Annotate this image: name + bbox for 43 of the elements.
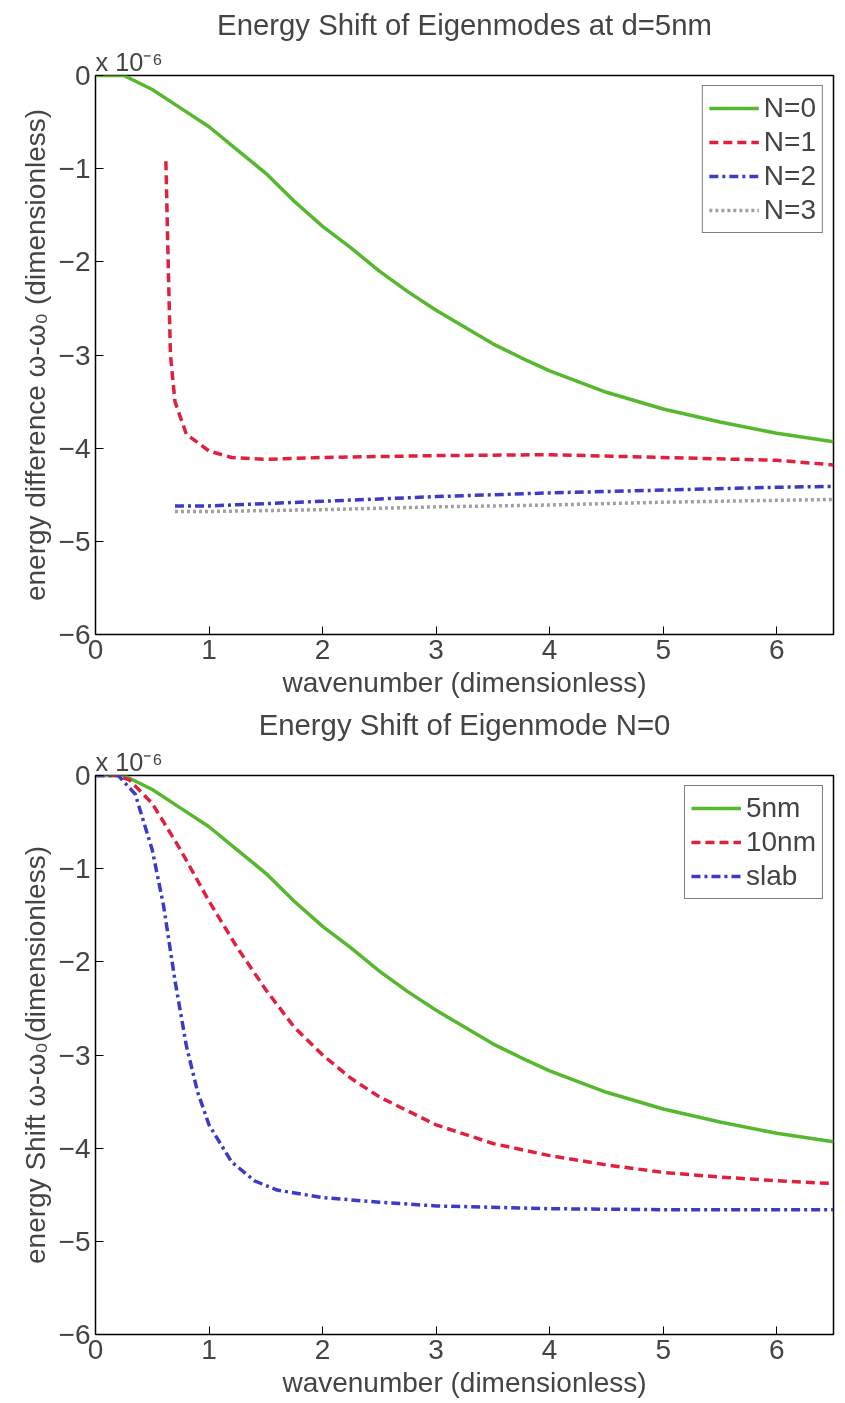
legend-label: N=1 (763, 126, 816, 158)
chart-title: Energy Shift of Eigenmodes at d=5nm (217, 7, 712, 41)
x-tick-label: 3 (428, 633, 444, 665)
x-tick-label: 4 (541, 1333, 558, 1365)
line-series (173, 484, 834, 508)
y-tick-label: 0 (74, 60, 91, 91)
line-series (173, 497, 834, 514)
y-tick-label: −2 (58, 246, 91, 278)
y-tick-label: −3 (58, 339, 91, 371)
x-tick-label: 6 (768, 633, 785, 665)
x-tick-label: 1 (201, 633, 217, 665)
x-axis-title: wavenumber (dimensionless) (281, 1366, 647, 1398)
x-tick-label: 6 (768, 1333, 785, 1365)
chart-title: Energy Shift of Eigenmode N=0 (258, 707, 671, 741)
x-tick-label: 5 (655, 633, 671, 665)
y-tick-label: −5 (58, 1225, 91, 1257)
line-series (95, 75, 834, 444)
annotation: x 10⁻⁶ (95, 747, 163, 776)
x-tick-label: 3 (428, 1333, 444, 1365)
y-tick-label: 0 (74, 760, 91, 791)
x-tick-label: 2 (314, 633, 331, 665)
legend-label: N=3 (763, 194, 816, 226)
y-tick-label: −3 (58, 1039, 91, 1071)
y-tick-label: −5 (58, 525, 91, 557)
y-tick-label: −4 (58, 432, 91, 464)
legend-label: slab (745, 860, 798, 892)
legend-label: 10nm (745, 826, 816, 858)
line-series (164, 159, 834, 467)
x-tick-label: 5 (655, 1333, 671, 1365)
x-tick-label: 4 (541, 633, 558, 665)
y-tick-label: −2 (58, 946, 91, 978)
x-tick-label: 1 (201, 1333, 217, 1365)
y-axis-title: energy Shift ω-ω₀(dimensionless) (19, 846, 51, 1264)
y-tick-label: −4 (58, 1132, 91, 1164)
x-axis-title: wavenumber (dimensionless) (281, 666, 647, 698)
y-tick-label: −1 (58, 853, 91, 885)
annotation: x 10⁻⁶ (95, 47, 163, 76)
y-tick-label: −1 (58, 153, 91, 185)
legend-label: N=0 (763, 92, 816, 124)
x-tick-label: 2 (314, 1333, 331, 1365)
legend-label: N=2 (763, 160, 816, 192)
y-axis-title: energy difference ω-ω₀ (dimensionless) (19, 108, 51, 602)
legend-label: 5nm (745, 792, 801, 824)
